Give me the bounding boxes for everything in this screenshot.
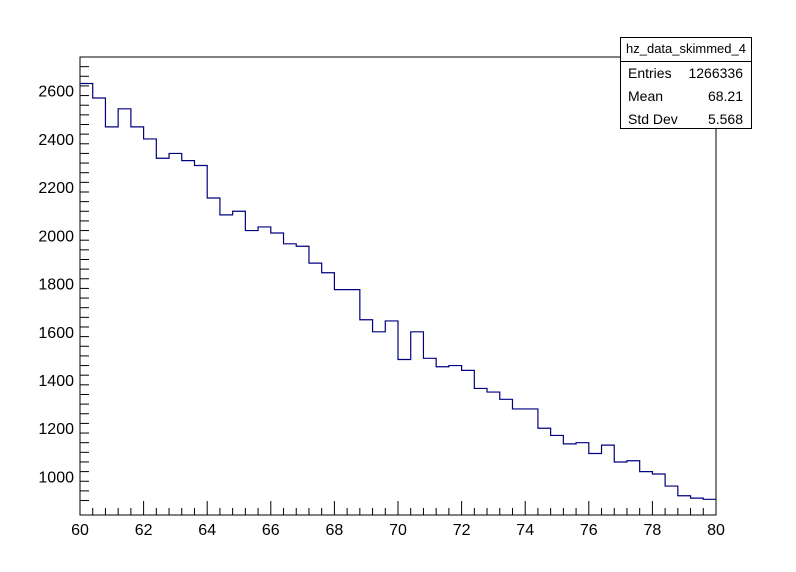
x-tick-label: 68 xyxy=(326,522,344,539)
axis-ticks xyxy=(79,56,717,515)
stats-value: 68.21 xyxy=(707,88,743,104)
stats-box: hz_data_skimmed_4 Entries 1266336 Mean 6… xyxy=(620,37,752,129)
y-tick-labels: 1000 1200 1400 1600 1800 2000 2200 2400 2600 xyxy=(38,84,74,487)
x-tick-label: 64 xyxy=(198,522,216,539)
y-tick-label: 1000 xyxy=(38,469,74,486)
stats-row-stddev: Std Dev 5.568 xyxy=(621,108,751,131)
y-tick-label: 2000 xyxy=(38,228,74,245)
y-tick-label: 2200 xyxy=(38,180,74,197)
x-tick-label: 78 xyxy=(644,522,662,539)
x-tick-label: 74 xyxy=(516,522,534,539)
y-tick-label: 1200 xyxy=(38,421,74,438)
x-tick-label: 72 xyxy=(453,522,471,539)
y-tick-label: 2400 xyxy=(38,132,74,149)
stats-row-mean: Mean 68.21 xyxy=(621,85,751,108)
histogram-line xyxy=(80,82,716,500)
x-tick-label: 80 xyxy=(707,522,725,539)
y-tick-label: 1600 xyxy=(38,325,74,342)
stats-value: 5.568 xyxy=(707,111,743,127)
x-tick-label: 66 xyxy=(262,522,280,539)
stats-value: 1266336 xyxy=(688,65,743,81)
y-tick-label: 1800 xyxy=(38,277,74,294)
x-tick-label: 70 xyxy=(389,522,407,539)
x-tick-label: 60 xyxy=(71,522,89,539)
y-tick-label: 2600 xyxy=(38,84,74,101)
stats-row-entries: Entries 1266336 xyxy=(621,62,751,85)
x-tick-label: 76 xyxy=(580,522,598,539)
stats-label: Entries xyxy=(628,65,672,81)
x-tick-label: 62 xyxy=(135,522,153,539)
x-tick-labels: 60 62 64 66 68 70 72 74 76 78 80 xyxy=(71,522,725,539)
stats-title: hz_data_skimmed_4 xyxy=(621,38,751,62)
y-tick-label: 1400 xyxy=(38,373,74,390)
stats-label: Std Dev xyxy=(628,111,678,127)
stats-label: Mean xyxy=(628,88,664,104)
